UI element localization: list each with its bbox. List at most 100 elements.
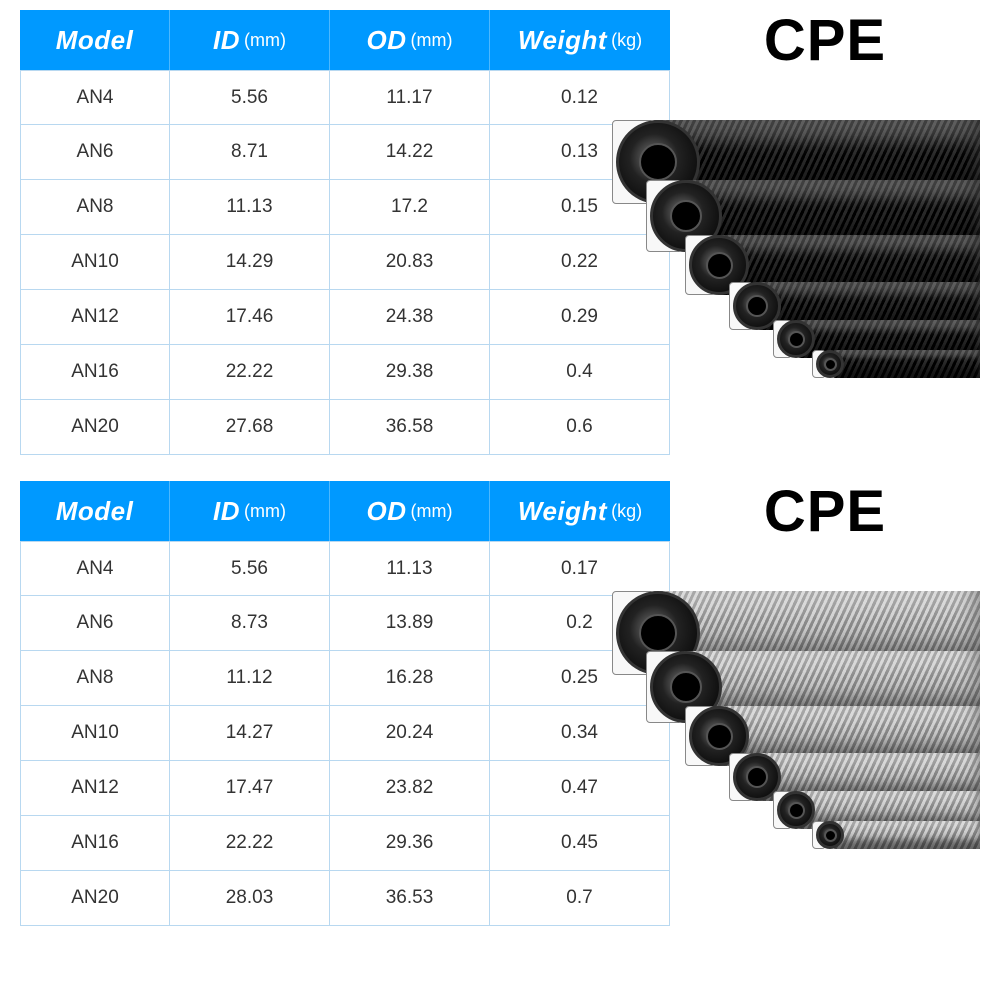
header-weight: Weight(kg) [490, 10, 670, 70]
cell-model: AN10 [20, 706, 170, 761]
header-label: Weight [518, 496, 607, 527]
cell-od: 29.36 [330, 816, 490, 871]
cell-id: 8.71 [170, 125, 330, 180]
cell-weight: 0.47 [490, 761, 670, 816]
cell-weight: 0.25 [490, 651, 670, 706]
cell-weight: 0.12 [490, 70, 670, 125]
cell-id: 28.03 [170, 871, 330, 926]
cell-weight: 0.13 [490, 125, 670, 180]
cell-weight: 0.4 [490, 345, 670, 400]
cell-id: 5.56 [170, 70, 330, 125]
cell-model: AN20 [20, 871, 170, 926]
header-unit: (kg) [611, 501, 642, 522]
cell-model: AN4 [20, 541, 170, 596]
cell-model: AN4 [20, 70, 170, 125]
header-label: OD [367, 25, 407, 56]
header-od: OD(mm) [330, 10, 490, 70]
cell-od: 23.82 [330, 761, 490, 816]
header-unit: (mm) [244, 30, 286, 51]
table-row: AN1217.4624.380.29 [20, 290, 980, 345]
cell-id: 22.22 [170, 816, 330, 871]
table-row: AN1622.2229.380.4 [20, 345, 980, 400]
table-row: AN68.7313.890.2 [20, 596, 980, 651]
cell-weight: 0.6 [490, 400, 670, 455]
cell-model: AN6 [20, 596, 170, 651]
cell-id: 11.13 [170, 180, 330, 235]
cell-model: AN20 [20, 400, 170, 455]
cell-model: AN12 [20, 290, 170, 345]
table-row: AN1622.2229.360.45 [20, 816, 980, 871]
cell-model: AN8 [20, 651, 170, 706]
header-label: ID [213, 25, 240, 56]
header-unit: (mm) [244, 501, 286, 522]
cell-id: 5.56 [170, 541, 330, 596]
cell-od: 36.53 [330, 871, 490, 926]
cell-od: 16.28 [330, 651, 490, 706]
cell-id: 27.68 [170, 400, 330, 455]
brand-label: CPE [670, 10, 980, 70]
cell-id: 17.46 [170, 290, 330, 345]
cell-id: 8.73 [170, 596, 330, 651]
table-row: AN811.1317.20.15 [20, 180, 980, 235]
cell-model: AN6 [20, 125, 170, 180]
header-model: Model [20, 10, 170, 70]
header-label: Weight [518, 25, 607, 56]
cell-model: AN10 [20, 235, 170, 290]
cell-od: 20.83 [330, 235, 490, 290]
table-row: AN45.5611.130.17 [20, 541, 980, 596]
table-row: AN1014.2920.830.22 [20, 235, 980, 290]
cell-weight: 0.7 [490, 871, 670, 926]
cell-od: 14.22 [330, 125, 490, 180]
header-unit: (mm) [411, 501, 453, 522]
table-header-row: ModelID(mm)OD(mm)Weight(kg)CPE [20, 10, 980, 70]
cell-od: 11.17 [330, 70, 490, 125]
table-row: AN2027.6836.580.6 [20, 400, 980, 455]
header-id: ID(mm) [170, 10, 330, 70]
header-weight: Weight(kg) [490, 481, 670, 541]
cell-model: AN16 [20, 345, 170, 400]
table-row: AN811.1216.280.25 [20, 651, 980, 706]
table-row: AN1217.4723.820.47 [20, 761, 980, 816]
cell-id: 14.27 [170, 706, 330, 761]
cell-weight: 0.17 [490, 541, 670, 596]
cell-od: 20.24 [330, 706, 490, 761]
header-model: Model [20, 481, 170, 541]
cell-weight: 0.15 [490, 180, 670, 235]
table-body: AN45.5611.170.12AN68.7114.220.13AN811.13… [20, 70, 980, 455]
cell-od: 24.38 [330, 290, 490, 345]
table-row: AN68.7114.220.13 [20, 125, 980, 180]
table-row: AN2028.0336.530.7 [20, 871, 980, 926]
cell-model: AN12 [20, 761, 170, 816]
cell-od: 36.58 [330, 400, 490, 455]
header-label: ID [213, 496, 240, 527]
cell-model: AN16 [20, 816, 170, 871]
cell-weight: 0.29 [490, 290, 670, 345]
cell-id: 17.47 [170, 761, 330, 816]
header-label: Model [56, 25, 134, 56]
cell-weight: 0.34 [490, 706, 670, 761]
header-label: OD [367, 496, 407, 527]
header-od: OD(mm) [330, 481, 490, 541]
cell-model: AN8 [20, 180, 170, 235]
table-row: AN1014.2720.240.34 [20, 706, 980, 761]
table-row: AN45.5611.170.12 [20, 70, 980, 125]
header-unit: (mm) [411, 30, 453, 51]
cell-od: 17.2 [330, 180, 490, 235]
cell-od: 11.13 [330, 541, 490, 596]
brand-label: CPE [670, 481, 980, 541]
cell-id: 11.12 [170, 651, 330, 706]
cell-id: 22.22 [170, 345, 330, 400]
cell-id: 14.29 [170, 235, 330, 290]
spec-table-block: ModelID(mm)OD(mm)Weight(kg)CPEAN45.5611.… [20, 481, 980, 926]
spec-table-block: ModelID(mm)OD(mm)Weight(kg)CPEAN45.5611.… [20, 10, 980, 455]
cell-od: 29.38 [330, 345, 490, 400]
cell-weight: 0.22 [490, 235, 670, 290]
header-unit: (kg) [611, 30, 642, 51]
table-header-row: ModelID(mm)OD(mm)Weight(kg)CPE [20, 481, 980, 541]
table-body: AN45.5611.130.17AN68.7313.890.2AN811.121… [20, 541, 980, 926]
header-label: Model [56, 496, 134, 527]
cell-weight: 0.45 [490, 816, 670, 871]
cell-od: 13.89 [330, 596, 490, 651]
header-id: ID(mm) [170, 481, 330, 541]
cell-weight: 0.2 [490, 596, 670, 651]
